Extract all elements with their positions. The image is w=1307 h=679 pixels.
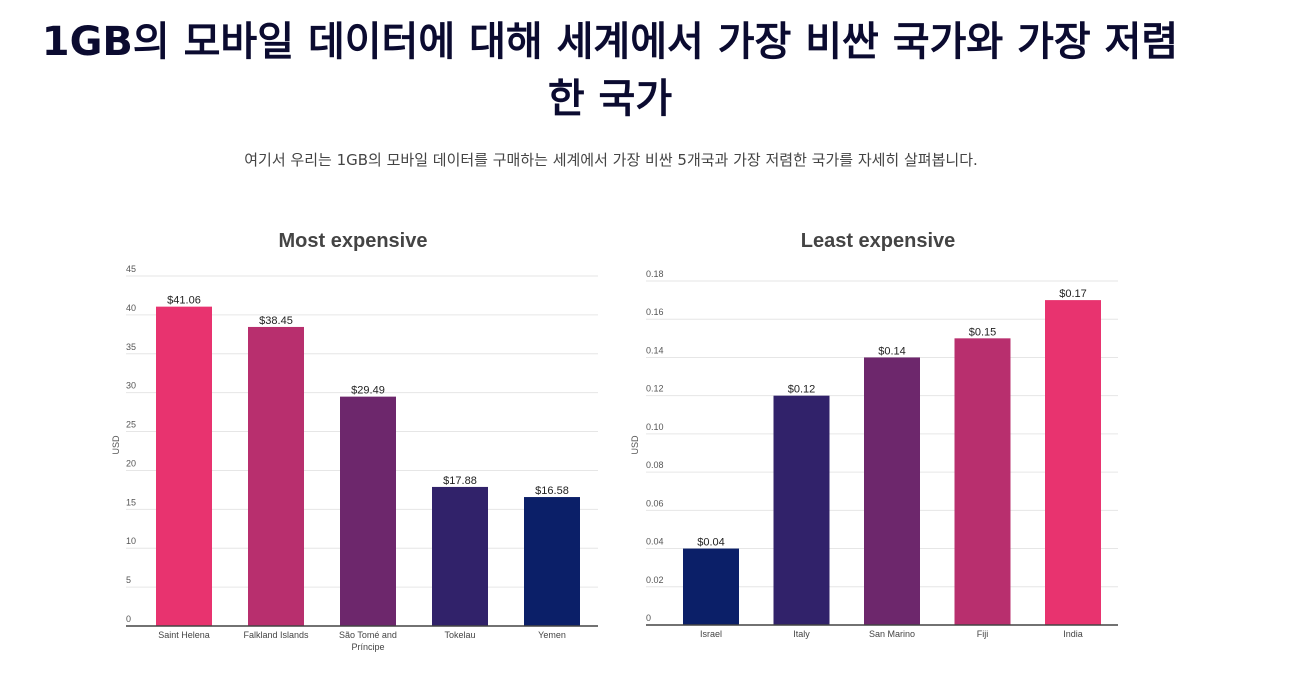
y-tick-label: 25	[126, 420, 136, 430]
page-title: 1GB의 모바일 데이터에 대해 세계에서 가장 비싼 국가와 가장 저렴한 국…	[41, 19, 1179, 122]
y-tick-label: 35	[126, 342, 136, 352]
y-tick-label: 30	[126, 381, 136, 391]
y-tick-label: 0.06	[646, 498, 664, 508]
x-tick-label: Italy	[793, 629, 810, 639]
y-tick-label: 20	[126, 458, 136, 468]
data-label: $0.14	[878, 345, 906, 357]
y-tick-label: 5	[126, 575, 131, 585]
x-tick-label: Fiji	[977, 629, 989, 639]
bar	[683, 548, 739, 625]
bar	[432, 486, 488, 626]
y-tick-label: 0	[126, 614, 131, 624]
data-label: $17.88	[443, 475, 477, 487]
data-label: $0.04	[697, 537, 725, 549]
bar	[864, 357, 920, 625]
x-tick-label: India	[1063, 629, 1083, 639]
bar	[773, 395, 830, 625]
bar	[340, 396, 396, 626]
data-label: $0.12	[788, 384, 816, 396]
data-label: $41.06	[167, 295, 201, 307]
y-tick-label: 0.10	[646, 422, 664, 432]
y-tick-label: 0.16	[646, 307, 664, 317]
y-tick-label: 0	[646, 613, 651, 623]
x-tick-label: Príncipe	[351, 642, 384, 652]
data-label: $0.15	[969, 326, 997, 338]
y-tick-label: 10	[126, 536, 136, 546]
y-axis-label: USD	[630, 435, 640, 455]
bar	[1045, 300, 1101, 625]
x-tick-label: Yemen	[538, 630, 566, 640]
y-tick-label: 0.08	[646, 460, 664, 470]
data-label: $38.45	[259, 315, 293, 327]
chart-title: Most expensive	[279, 230, 428, 252]
data-label: $0.17	[1059, 288, 1087, 300]
y-tick-label: 0.18	[646, 269, 664, 279]
chart-title: Least expensive	[801, 230, 956, 252]
y-tick-label: 40	[126, 303, 136, 313]
data-label: $29.49	[351, 385, 385, 397]
y-tick-label: 15	[126, 497, 136, 507]
bar	[248, 326, 304, 626]
x-tick-label: Israel	[700, 629, 722, 639]
bar	[954, 338, 1011, 625]
y-tick-label: 0.12	[646, 384, 664, 394]
x-tick-label: São Tomé and	[339, 630, 397, 640]
y-tick-label: 0.02	[646, 575, 664, 585]
x-tick-label: Falkland Islands	[243, 630, 309, 640]
y-axis-label: USD	[111, 435, 121, 455]
x-tick-label: San Marino	[869, 629, 915, 639]
bar	[156, 306, 212, 626]
x-tick-label: Saint Helena	[158, 630, 210, 640]
bar	[524, 497, 580, 626]
y-tick-label: 0.14	[646, 345, 664, 355]
y-tick-label: 0.04	[646, 537, 664, 547]
x-tick-label: Tokelau	[444, 630, 475, 640]
data-label: $16.58	[535, 485, 569, 497]
y-tick-label: 45	[126, 264, 136, 274]
page-subtitle: 여기서 우리는 1GB의 모바일 데이터를 구매하는 세계에서 가장 비싼 5개…	[244, 151, 978, 169]
